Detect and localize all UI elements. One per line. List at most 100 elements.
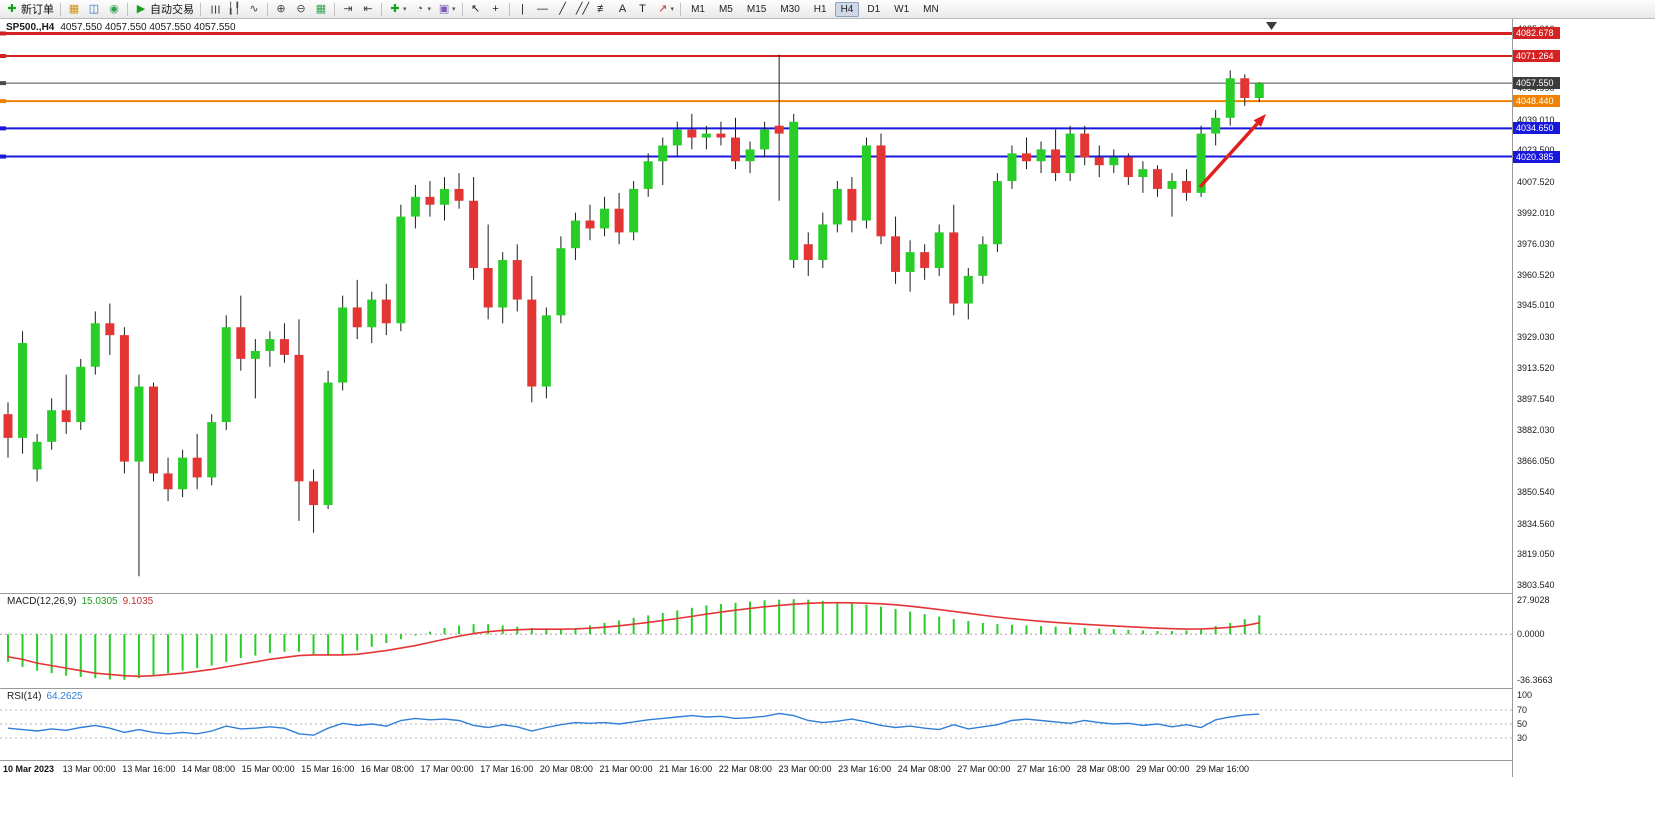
candle [119, 335, 129, 462]
rsi-axis-label: 50 [1517, 719, 1528, 729]
horizontal-line-button[interactable]: — [533, 1, 553, 18]
rsi-panel[interactable] [0, 689, 1512, 759]
candle-chart-button[interactable]: ╽╿ [224, 1, 244, 18]
line-edge-marker [0, 126, 6, 131]
time-axis[interactable]: 10 Mar 2023 13 Mar 00:00 13 Mar 16:00 14 Ma… [0, 761, 1512, 777]
chart-shift-button[interactable]: ⇤ [358, 1, 378, 18]
new-order-button[interactable]: ✚ 新订单 [2, 1, 57, 18]
chevron-down-icon[interactable]: ▾ [427, 6, 432, 13]
equidistant-channel-button[interactable]: ╱╱ [573, 1, 593, 18]
chevron-down-icon[interactable]: ▾ [403, 6, 407, 13]
templates-button[interactable]: ▣ ▾ [434, 1, 459, 18]
arrows-button[interactable]: ↗ ▾ [653, 1, 678, 18]
candle [818, 224, 828, 261]
market-watch-button[interactable]: ▦ [64, 1, 84, 18]
bar-chart-button[interactable]: ☰ [204, 1, 224, 18]
candle [774, 125, 784, 134]
timeframe-h4[interactable]: H4 [834, 1, 860, 17]
zoom-out-button[interactable]: ⊖ [291, 1, 311, 18]
candle [585, 220, 595, 229]
text-icon: A [618, 2, 627, 15]
zoom-out-icon: ⊖ [296, 2, 306, 15]
toolbar-separator [508, 2, 510, 16]
panel-separator[interactable] [0, 593, 1569, 594]
candle [498, 260, 508, 308]
price-axis-label: 3960.520 [1517, 269, 1555, 280]
timeframe-m30[interactable]: M30 [780, 3, 800, 15]
data-window-button[interactable]: ◫ [84, 1, 104, 18]
autotrading-label: 自动交易 [150, 4, 194, 16]
candle [672, 129, 682, 146]
candle [876, 145, 886, 237]
panel-separator[interactable] [0, 688, 1569, 689]
toolbar-separator [60, 2, 61, 16]
candle [178, 457, 188, 490]
periods-button[interactable]: ◔ ▾ [410, 1, 435, 18]
indicators-button[interactable]: ✚ ▾ [385, 1, 410, 18]
candle [76, 366, 86, 423]
timeframe-m15[interactable]: M15 [746, 3, 767, 15]
text-label-button[interactable]: T [633, 1, 653, 18]
trendline-icon: ╱ [559, 2, 566, 15]
candle [643, 161, 653, 189]
timeframe-m5[interactable]: M5 [718, 3, 733, 15]
timeframe-mn[interactable]: MN [923, 3, 939, 15]
line-chart-button[interactable]: ∿ [244, 1, 264, 18]
macd-axis-label: 27.9028 [1517, 595, 1550, 605]
price-badge: 4071.264 [1513, 50, 1560, 63]
text-label-icon: T [639, 2, 646, 15]
price-axis-label: 4007.520 [1517, 176, 1555, 187]
toolbar-separator [461, 2, 463, 16]
chevron-down-icon[interactable]: ▾ [670, 6, 675, 13]
macd-axis-label: 0.0000 [1517, 629, 1545, 640]
candle [1138, 169, 1148, 178]
auto-scroll-button[interactable]: ⇥ [338, 1, 358, 18]
chart-symbol: SP500.,H4 [6, 22, 55, 33]
trendline-button[interactable]: ╱ [553, 1, 573, 18]
candle [279, 339, 289, 355]
crosshair-button[interactable]: + [486, 1, 506, 18]
rsi-axis-label: 70 [1517, 705, 1528, 715]
data-window-icon: ◫ [88, 2, 100, 15]
main-chart-area[interactable] [0, 19, 1512, 592]
price-axis-label: 3929.030 [1517, 332, 1555, 343]
autotrading-button[interactable]: ▶ 自动交易 [131, 1, 197, 18]
new-order-icon: ✚ [7, 2, 17, 15]
timeframe-w1[interactable]: W1 [894, 3, 910, 15]
candle [570, 220, 580, 249]
vertical-line-button[interactable]: | [513, 1, 533, 18]
candle [745, 149, 755, 162]
candle [1225, 78, 1235, 118]
chevron-down-icon[interactable]: ▾ [452, 6, 456, 13]
zoom-in-icon: ⊕ [276, 2, 286, 15]
price-axis-label: 3897.540 [1517, 394, 1555, 405]
time-axis-label: 23 Mar 00:00 [778, 764, 832, 774]
trend-arrow[interactable] [1198, 122, 1259, 189]
timeframe-d1[interactable]: D1 [867, 3, 881, 15]
candle [1007, 153, 1017, 182]
line-chart-icon: ∿ [249, 2, 259, 15]
text-button[interactable]: A [613, 1, 633, 18]
candle [294, 354, 304, 482]
macd-panel[interactable] [0, 594, 1512, 687]
cursor-button[interactable]: ↖ [466, 1, 486, 18]
candle [1211, 117, 1221, 134]
toolbar-separator [381, 2, 382, 16]
tile-windows-button[interactable]: ▦ [311, 1, 331, 18]
timeframe-h1[interactable]: H1 [813, 3, 827, 15]
zoom-in-button[interactable]: ⊕ [271, 1, 291, 18]
fibonacci-button[interactable]: ≢ [593, 1, 613, 18]
price-axis[interactable]: 4085.0104054.9904039.0104023.5004007.520… [1513, 19, 1655, 777]
price-badge: 4020.385 [1513, 150, 1560, 163]
market-watch-icon: ▦ [68, 2, 80, 15]
timeframe-m1[interactable]: M1 [691, 3, 705, 15]
time-axis-label: 20 Mar 08:00 [539, 764, 593, 774]
candle [18, 343, 28, 438]
chart-ohlc: 4057.550 4057.550 4057.550 4057.550 [60, 22, 236, 33]
candle [3, 414, 13, 438]
navigator-button[interactable]: ◉ [104, 1, 124, 18]
candle [527, 299, 537, 387]
candle [149, 386, 158, 474]
candle [221, 327, 231, 423]
candle [847, 188, 857, 221]
